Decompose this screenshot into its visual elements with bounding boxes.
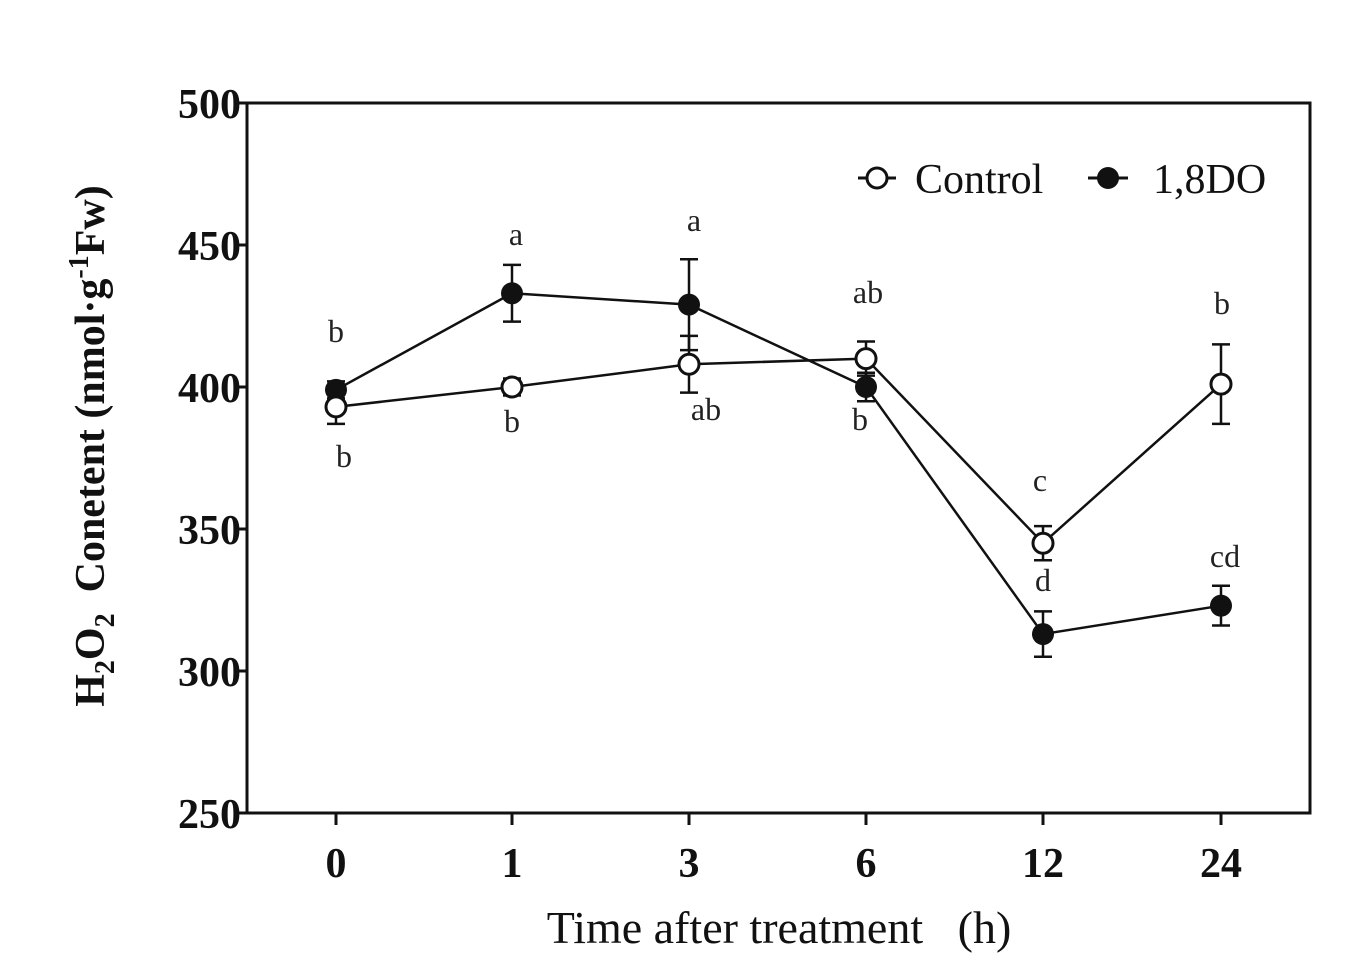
18do-point: [501, 282, 523, 305]
y-tick-label: 400: [178, 366, 241, 412]
y-tick-label: 500: [178, 82, 241, 128]
legend-18do-label: 1,8DO: [1153, 157, 1266, 203]
y-tick-label: 300: [178, 650, 241, 696]
x-tick-label: 1: [502, 841, 523, 887]
18do-point: [855, 376, 877, 398]
letter-control: b: [1214, 285, 1230, 321]
y-axis-title-main: Conetent (nmol·g: [68, 279, 114, 614]
y-axis-title-h: H: [68, 674, 114, 707]
control-point: [1209, 372, 1233, 396]
y-axis-title-sup: -1: [64, 255, 95, 278]
letter-control: ab: [691, 391, 721, 427]
x-axis: 0 1 3 6 12 24: [326, 813, 1242, 887]
letter-control: b: [336, 438, 352, 474]
series-line-control: [335, 357, 1222, 545]
letter-18do: a: [687, 202, 701, 238]
series-lines: [335, 292, 1222, 636]
letter-18do: cd: [1210, 538, 1240, 574]
control-point: [677, 352, 701, 376]
y-axis-title-sub-b: 2: [90, 613, 121, 627]
y-tick-label: 450: [178, 224, 241, 270]
y-axis-title: H2O2 Conetent (nmol·g-1Fw): [64, 185, 121, 706]
y-axis-title-o: O: [68, 627, 114, 660]
legend: Control 1,8DO: [858, 157, 1266, 203]
letter-18do: b: [328, 313, 344, 349]
error-bars: [327, 257, 1230, 659]
y-tick-label: 350: [178, 508, 241, 554]
x-tick-label: 3: [679, 841, 700, 887]
y-tick-label: 250: [178, 792, 241, 838]
legend-control-label: Control: [915, 157, 1043, 203]
letter-control: b: [504, 403, 520, 439]
control-point: [854, 347, 878, 371]
control-point: [1031, 531, 1055, 555]
letter-control: ab: [853, 274, 883, 310]
x-tick-label: 12: [1022, 841, 1064, 887]
y-axis: 250 300 350 400 450 500: [178, 82, 247, 838]
18do-point: [325, 378, 347, 401]
x-tick-label: 0: [326, 841, 347, 887]
18do-point: [678, 293, 700, 316]
letter-control: c: [1033, 462, 1047, 498]
18do-point: [1032, 623, 1054, 646]
x-tick-label: 6: [856, 841, 877, 887]
letter-18do: b: [852, 401, 868, 437]
control-point: [324, 395, 348, 419]
legend-18do-marker: [1097, 167, 1119, 189]
legend-control-marker: [865, 166, 889, 190]
x-tick-label: 24: [1200, 841, 1242, 887]
y-axis-title-sub-a: 2: [90, 660, 121, 674]
18do-point: [1210, 594, 1232, 617]
x-axis-title: Time after treatment (h): [547, 902, 1012, 953]
letter-18do: d: [1035, 562, 1051, 598]
plot-frame: [245, 101, 1312, 815]
y-axis-title-fw: Fw): [68, 185, 114, 255]
series-line-18do: [335, 292, 1222, 636]
control-point: [500, 375, 524, 399]
letter-18do: a: [509, 216, 523, 252]
data-points: [324, 282, 1233, 646]
